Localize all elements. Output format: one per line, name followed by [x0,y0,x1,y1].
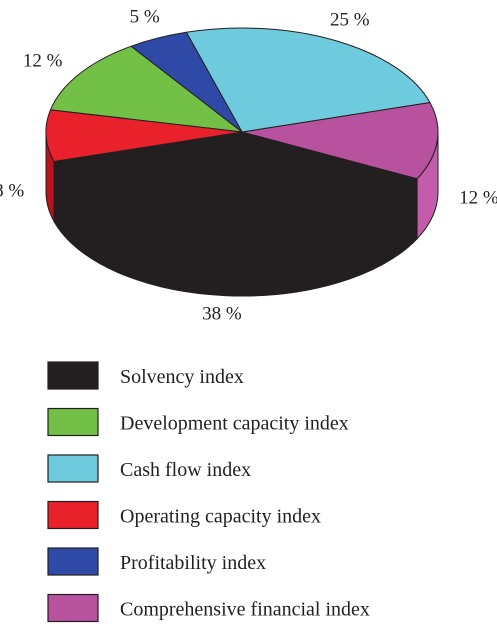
pie-slice-development-capacity-index [49,45,243,133]
pie-label-development-capacity-index: 12 % [23,51,63,72]
pie-label-operating-capacity-index: 8 % [0,181,24,202]
legend-label-operating-capacity-index: Operating capacity index [120,506,321,528]
pie-labels: 38 % 12 % 25 % 5 % 12 % 8 % [0,6,497,324]
legend-label-profitability-index: Profitability index [120,552,266,574]
legend-label-solvency-index: Solvency index [120,366,244,388]
legend-swatch-solvency-index [47,361,99,390]
pie-slice-cash-flow-index [185,27,431,133]
legend-label-cash-flow-index: Cash flow index [120,459,251,481]
pie-tops [45,27,439,237]
pie-label-cash-flow-index: 25 % [330,10,370,31]
legend-swatch-cash-flow-index [47,454,99,483]
pie-slice-solvency-index [53,131,418,237]
pie-slice-operating-capacity-index [45,109,243,163]
pie-label-profitability-index: 5 % [130,6,160,27]
legend: Solvency index Development capacity index… [47,361,370,623]
pie-label-comprehensive-financial-index: 12 % [459,187,497,208]
legend-swatch-operating-capacity-index [47,500,99,530]
pie-label-solvency-index: 38 % [202,303,242,324]
legend-swatch-comprehensive-financial-index [47,593,99,623]
legend-label-comprehensive-financial-index: Comprehensive financial index [120,599,370,621]
pie-slice-comprehensive-financial-index [241,101,439,180]
legend-swatch-development-capacity-index [47,407,99,437]
pie-sides [45,131,439,297]
legend-swatch-profitability-index [47,547,99,576]
legend-label-development-capacity-index: Development capacity index [120,413,349,435]
